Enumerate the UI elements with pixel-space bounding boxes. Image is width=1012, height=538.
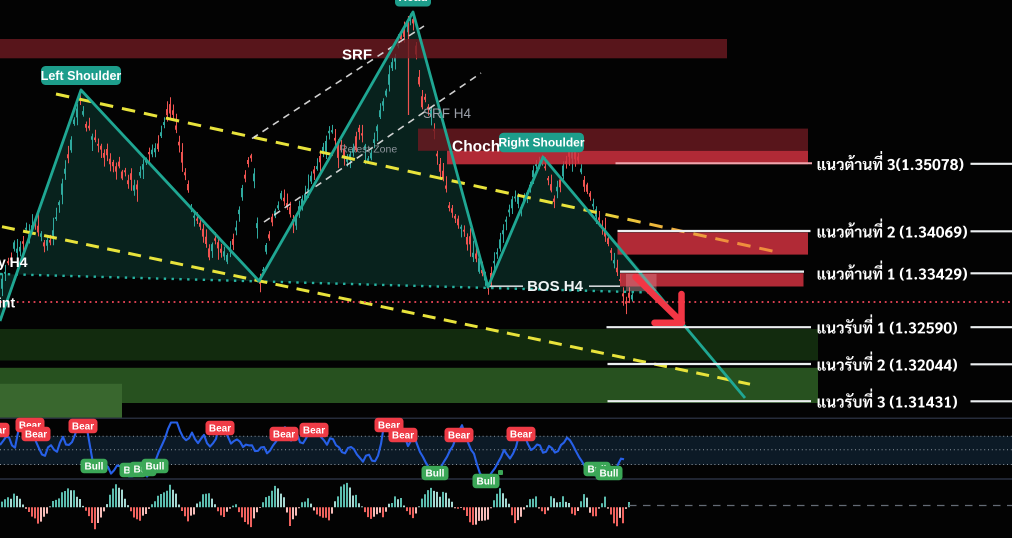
- svg-text:Right Shoulder: Right Shoulder: [499, 136, 585, 150]
- svg-text:int: int: [0, 295, 15, 311]
- svg-text:SRF: SRF: [342, 47, 372, 64]
- svg-text:Bear: Bear: [209, 423, 231, 434]
- svg-text:Bear: Bear: [303, 425, 325, 436]
- svg-text:Bear: Bear: [72, 421, 94, 432]
- svg-text:Bull: Bull: [477, 476, 496, 487]
- svg-text:Bull: Bull: [146, 461, 165, 472]
- svg-text:Bear: Bear: [0, 425, 6, 436]
- svg-text:BOS H4: BOS H4: [527, 278, 584, 295]
- svg-text:Bear: Bear: [448, 430, 470, 441]
- svg-text:Bear: Bear: [25, 429, 47, 440]
- svg-text:Retest Zone: Retest Zone: [340, 144, 397, 156]
- svg-text:Bear: Bear: [273, 429, 295, 440]
- svg-text:Bull: Bull: [600, 468, 619, 479]
- svg-text:SRF H4: SRF H4: [423, 106, 472, 121]
- svg-text:Bull: Bull: [426, 468, 445, 479]
- svg-text:Head: Head: [398, 0, 427, 4]
- svg-text:Bull: Bull: [85, 461, 104, 472]
- svg-text:Bear: Bear: [510, 429, 532, 440]
- svg-text:Bear: Bear: [378, 420, 400, 431]
- svg-text:Bear: Bear: [392, 430, 414, 441]
- svg-text:y H4: y H4: [0, 254, 28, 270]
- svg-text:Bear: Bear: [19, 420, 41, 431]
- svg-text:Left Shoulder: Left Shoulder: [41, 69, 122, 83]
